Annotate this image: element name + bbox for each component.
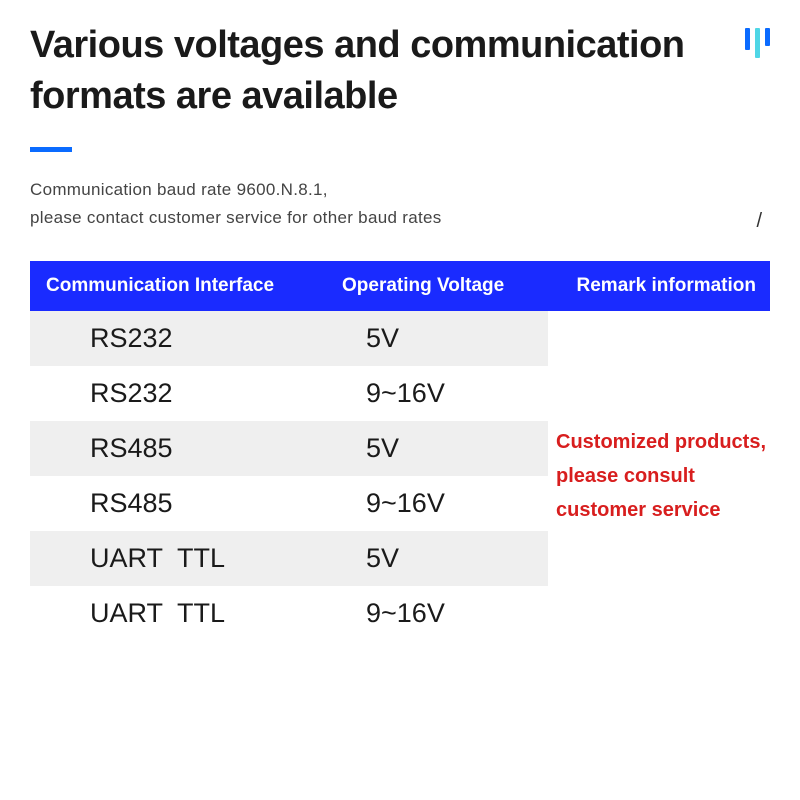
cell-voltage: 9~16V: [326, 366, 548, 421]
deco-bar: [745, 28, 750, 50]
cell-interface: RS232: [30, 366, 326, 421]
cell-voltage: 5V: [326, 311, 548, 366]
col-voltage: Operating Voltage: [326, 261, 548, 311]
cell-voltage: 5V: [326, 421, 548, 476]
remark-text: Customized products, please consult cust…: [548, 425, 770, 527]
deco-bar: [755, 28, 760, 58]
col-interface: Communication Interface: [30, 261, 326, 311]
decorative-bars: [745, 28, 770, 58]
cell-voltage: 5V: [326, 531, 548, 586]
slash-decoration: /: [756, 210, 770, 233]
subtitle-line1: Communication baud rate 9600.N.8.1,: [30, 176, 770, 205]
cell-interface: RS485: [30, 421, 326, 476]
cell-interface: RS485: [30, 476, 326, 531]
cell-interface: UART TTL: [30, 586, 326, 641]
subtitle-line2: please contact customer service for othe…: [30, 204, 442, 233]
table-header-row: Communication Interface Operating Voltag…: [30, 261, 770, 311]
deco-bar: [765, 28, 770, 46]
table-row: RS2325VCustomized products, please consu…: [30, 311, 770, 366]
cell-interface: UART TTL: [30, 531, 326, 586]
cell-remark: Customized products, please consult cust…: [548, 311, 770, 641]
title-underline: [30, 147, 72, 152]
col-remark: Remark information: [548, 261, 770, 311]
page-title: Various voltages and communication forma…: [30, 20, 735, 123]
cell-interface: RS232: [30, 311, 326, 366]
spec-table: Communication Interface Operating Voltag…: [30, 261, 770, 641]
cell-voltage: 9~16V: [326, 586, 548, 641]
table-body: RS2325VCustomized products, please consu…: [30, 311, 770, 641]
cell-voltage: 9~16V: [326, 476, 548, 531]
